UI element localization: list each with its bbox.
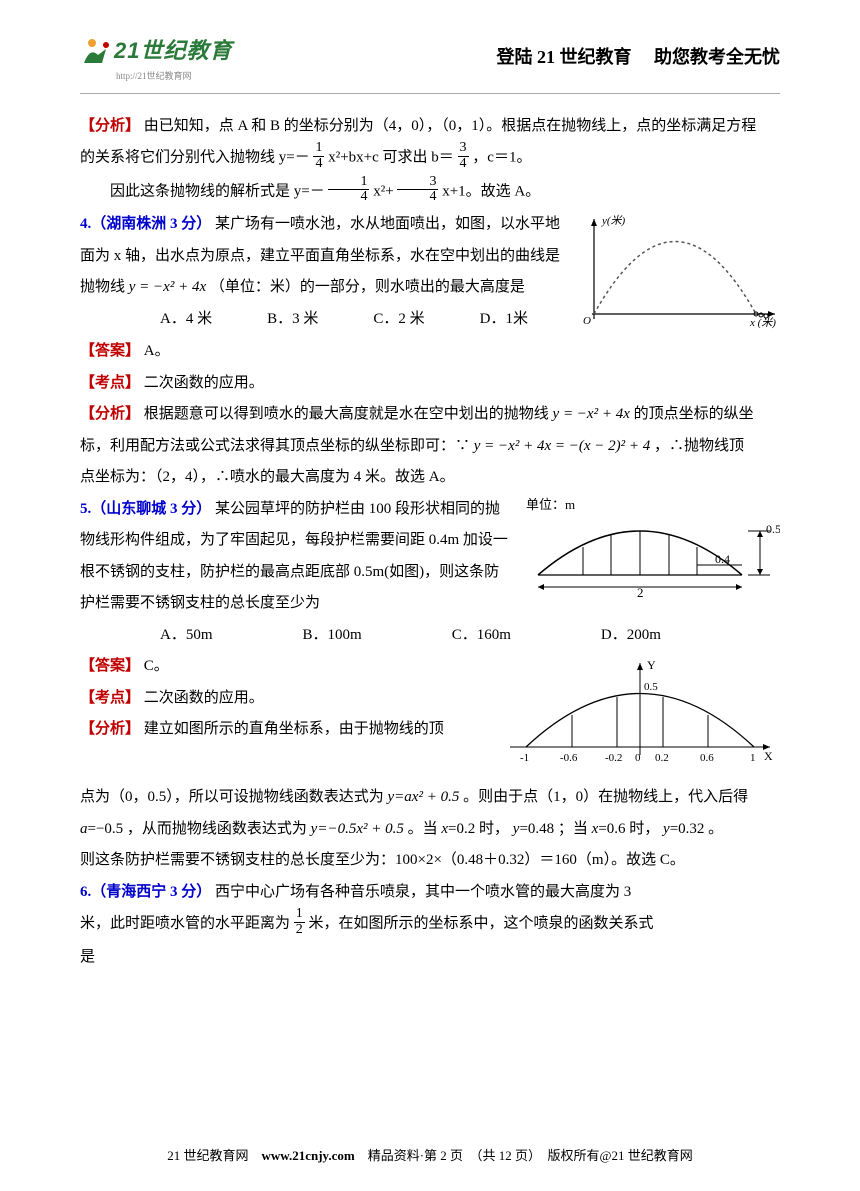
svg-text:O: O — [583, 315, 591, 327]
analysis-label: 【分析】 — [80, 721, 140, 737]
fraction-3-4b: 34 — [397, 175, 438, 205]
q6-title: 6.（青海西宁 3 分） — [80, 884, 211, 900]
svg-text:0.5: 0.5 — [766, 522, 780, 536]
svg-text:-0.2: -0.2 — [605, 752, 622, 764]
svg-text:0.2: 0.2 — [655, 752, 669, 764]
fraction-3-4: 34 — [458, 141, 469, 171]
page-content: 【分析】 由已知知，点 A 和 B 的坐标分别为（4，0），（0，1）。根据点在… — [80, 112, 780, 971]
q4-point: 【考点】 二次函数的应用。 — [80, 369, 780, 398]
header-slogan: 登陆 21 世纪教育 助您教考全无忧 — [497, 40, 781, 74]
q6-line3: 是 — [80, 943, 780, 972]
logo: 21世纪教育 — [80, 30, 232, 72]
q5-option-a: A．50m — [160, 621, 213, 650]
svg-text:0.6: 0.6 — [700, 752, 714, 764]
q4-analysis-1: 【分析】 根据题意可以得到喷水的最大高度就是水在空中划出的抛物线 y = −x²… — [80, 400, 780, 429]
q4-option-a: A．4 米 — [160, 305, 212, 334]
analysis-label: 【分析】 — [80, 118, 140, 134]
analysis-top-line1: 【分析】 由已知知，点 A 和 B 的坐标分别为（4，0），（0，1）。根据点在… — [80, 112, 780, 141]
svg-text:-0.6: -0.6 — [560, 752, 578, 764]
svg-text:单位：m: 单位：m — [526, 497, 575, 512]
svg-text:Y: Y — [647, 658, 656, 672]
svg-text:X: X — [764, 749, 773, 763]
svg-text:0.5: 0.5 — [644, 681, 658, 693]
svg-text:y(米): y(米) — [601, 214, 626, 227]
q5-option-d: D．200m — [601, 621, 661, 650]
q5-option-b: B．100m — [303, 621, 362, 650]
q5-title: 5.（山东聊城 3 分） — [80, 501, 211, 517]
point-label: 【考点】 — [80, 690, 140, 706]
logo-icon — [80, 35, 112, 67]
q5-diagram1: 单位：m 0.5 0.4 2 — [520, 497, 780, 597]
q4-title: 4.（湖南株洲 3 分） — [80, 216, 211, 232]
svg-text:1: 1 — [750, 752, 756, 764]
q4-option-d: D．1米 — [480, 305, 528, 334]
q5-options: A．50m B．100m C．160m D．200m — [80, 621, 780, 650]
q4-formula: y = −x² + 4x — [129, 279, 206, 295]
q5-option-c: C．160m — [452, 621, 511, 650]
analysis-top-line3: 因此这条抛物线的解析式是 y=－ 14 x²+ 34 x+1。故选 A。 — [80, 177, 780, 207]
footer-mid: 精品资料·第 2 页 （共 12 页） 版权所有@21 世纪教育网 — [368, 1148, 693, 1163]
svg-text:-1: -1 — [520, 752, 529, 764]
answer-label: 【答案】 — [80, 343, 140, 359]
q4-formula2: y = −x² + 4x = −(x − 2)² + 4 — [474, 438, 650, 454]
svg-text:x (米): x (米) — [749, 316, 776, 329]
answer-label: 【答案】 — [80, 658, 140, 674]
q5-analysis-3: a=−0.5 ，从而抛物线函数表达式为 y=−0.5x² + 0.5 。当 x=… — [80, 815, 780, 844]
q4-analysis-2: 标，利用配方法或公式法求得其顶点坐标的纵坐标即可：∵ y = −x² + 4x … — [80, 432, 780, 461]
page-header: 21世纪教育 http://21世纪教育网 登陆 21 世纪教育 助您教考全无忧 — [80, 30, 780, 85]
page-footer: 21 世纪教育网 www.21cnjy.com 精品资料·第 2 页 （共 12… — [0, 1144, 860, 1169]
svg-text:2: 2 — [637, 585, 644, 597]
q4-formula1: y = −x² + 4x — [553, 406, 630, 422]
q5-diagram2: Y X 0.5 -1 -0.6 -0.2 0 0.2 0.6 1 — [500, 655, 780, 775]
header-divider — [80, 93, 780, 94]
footer-url: www.21cnjy.com — [262, 1148, 355, 1163]
footer-site-label: 21 世纪教育网 — [167, 1148, 248, 1163]
q5-formula1: y=ax² + 0.5 — [388, 789, 460, 805]
q4-options: A．4 米 B．3 米 C．2 米 D．1米 — [80, 305, 570, 334]
q5-formula2: y=−0.5x² + 0.5 — [311, 821, 404, 837]
svg-text:0: 0 — [635, 752, 641, 764]
analysis-top-line2: 的关系将它们分别代入抛物线 y=－ 14 x²+bx+c 可求出 b＝ 34 ，… — [80, 143, 780, 173]
q4-option-b: B．3 米 — [267, 305, 318, 334]
q6-line1: 6.（青海西宁 3 分） 西宁中心广场有各种音乐喷泉，其中一个喷水管的最大高度为… — [80, 878, 780, 907]
q5-analysis-2: 点为（0，0.5），所以可设抛物线函数表达式为 y=ax² + 0.5 。则由于… — [80, 783, 780, 812]
svg-text:0.4: 0.4 — [715, 552, 730, 566]
fraction-1-2: 12 — [294, 907, 305, 937]
fraction-1-4b: 14 — [328, 175, 369, 205]
point-label: 【考点】 — [80, 375, 140, 391]
q4-answer: 【答案】 A。 — [80, 337, 780, 366]
logo-block: 21世纪教育 http://21世纪教育网 — [80, 30, 232, 85]
analysis-label: 【分析】 — [80, 406, 140, 422]
q5-analysis-4: 则这条防护栏需要不锈钢支柱的总长度至少为：100×2×（0.48＋0.32）＝1… — [80, 846, 780, 875]
fraction-1-4: 14 — [313, 141, 324, 171]
q6-line2: 米，此时距喷水管的水平距离为 12 米，在如图所示的坐标系中，这个喷泉的函数关系… — [80, 909, 780, 939]
logo-text: 21世纪教育 — [114, 30, 232, 72]
q4-analysis-3: 点坐标为：（2，4），∴喷水的最大高度为 4 米。故选 A。 — [80, 463, 780, 492]
q4-diagram: O y(米) x (米) — [580, 214, 780, 329]
q4-option-c: C．2 米 — [373, 305, 424, 334]
